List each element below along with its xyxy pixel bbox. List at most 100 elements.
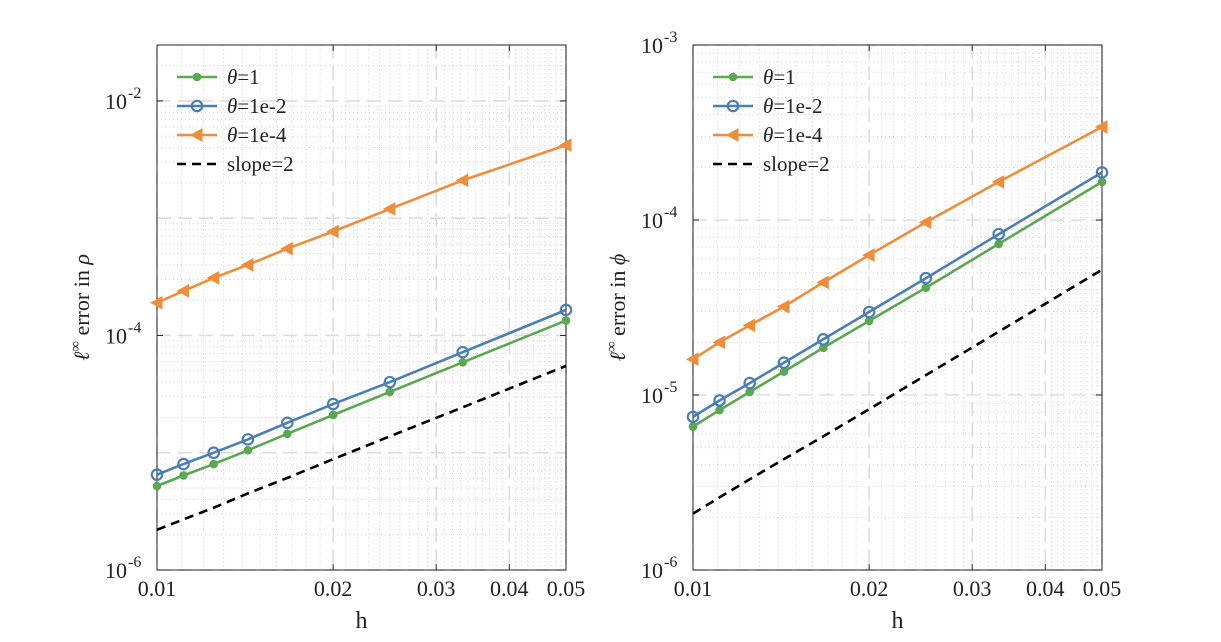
data-point: [207, 446, 221, 460]
data-point: [385, 387, 395, 397]
x-tick-label: 0.04: [1026, 576, 1065, 601]
y-axis-label-var: ρ: [69, 254, 94, 266]
legend-text: =1e-2: [773, 94, 822, 118]
data-point: [456, 345, 470, 359]
legend-var: θ: [227, 65, 237, 89]
y-tick-exponent: -5: [664, 379, 677, 396]
data-point: [326, 224, 339, 239]
data-point: [1095, 166, 1109, 179]
data-point: [992, 227, 1006, 241]
data-point: [328, 410, 338, 420]
data-point: [209, 459, 219, 469]
y-tick-label: 10: [641, 558, 663, 583]
legend-label: θ=1: [227, 65, 260, 89]
data-point: [742, 318, 756, 333]
legend-label: θ=1: [763, 65, 796, 89]
legend-label: θ=1e-2: [227, 94, 287, 118]
legend-label: slope=2: [763, 152, 830, 176]
y-axis-label: ℓ∞ error in ρ: [68, 254, 94, 361]
data-point: [918, 215, 932, 230]
data-point: [862, 248, 875, 262]
data-point: [280, 241, 293, 256]
data-point: [383, 375, 397, 389]
data-point: [149, 295, 163, 310]
data-point: [206, 271, 220, 285]
data-point: [817, 333, 830, 346]
y-tick-label: 10: [105, 89, 127, 114]
plot-frame: [156, 44, 567, 571]
legend-var: θ: [763, 123, 773, 147]
data-point: [994, 239, 1004, 249]
data-point: [559, 303, 573, 317]
data-point: [176, 284, 190, 298]
legend-item: θ=1e-2: [177, 94, 287, 118]
legend-label: slope=2: [227, 152, 294, 176]
data-point: [150, 468, 164, 481]
legend-item: θ=1e-4: [713, 123, 823, 147]
data-point: [192, 72, 202, 82]
data-point: [1094, 120, 1108, 134]
data-point: [179, 471, 188, 480]
data-point: [685, 352, 699, 367]
series-slope: [692, 268, 1103, 515]
data-point: [281, 416, 294, 430]
data-point: [743, 376, 757, 390]
y-tick-exponent: -4: [664, 204, 677, 221]
data-point: [189, 128, 203, 142]
y-tick-label: 10: [105, 558, 127, 583]
data-point: [458, 358, 468, 367]
y-tick-label: 10: [641, 383, 663, 408]
series-line: [692, 268, 1103, 515]
data-point: [862, 305, 876, 319]
legend-item: θ=1: [177, 65, 260, 89]
legend-label: θ=1e-2: [763, 94, 823, 118]
data-point: [921, 283, 931, 293]
y-tick-label: 10: [641, 208, 663, 233]
data-point: [725, 128, 739, 142]
y-tick-exponent: -3: [664, 29, 677, 46]
data-point: [561, 316, 571, 325]
legend-var: θ: [227, 123, 237, 147]
data-point: [241, 433, 255, 446]
x-tick-label: 0.02: [314, 576, 353, 601]
y-tick-label: 10: [105, 323, 127, 348]
legend-text: =1e-4: [237, 123, 287, 147]
data-point: [382, 202, 396, 216]
data-point: [190, 99, 204, 113]
data-point: [326, 397, 340, 411]
data-point: [558, 138, 572, 152]
legend-var: θ: [227, 94, 237, 118]
data-point: [686, 410, 700, 424]
data-point: [688, 422, 698, 431]
x-tick-label: 0.05: [547, 576, 586, 601]
legend-label: θ=1e-4: [227, 123, 287, 147]
series-theta_1e_4: [685, 120, 1108, 367]
legend-item: θ=1e-4: [177, 123, 287, 147]
series-line: [692, 180, 1103, 428]
y-tick-label: 10: [641, 33, 663, 58]
y-axis-label-text: error in: [69, 265, 94, 341]
data-point: [177, 457, 190, 471]
x-axis-label: h: [892, 608, 904, 634]
plot-frame: [692, 44, 1103, 571]
legend-item: θ=1e-2: [713, 94, 823, 118]
x-tick-label: 0.05: [1083, 576, 1122, 601]
legend-text: =1: [237, 65, 259, 89]
legend-var: θ: [763, 65, 773, 89]
series-theta_1e_2: [150, 303, 573, 481]
x-tick-label: 0.04: [490, 576, 529, 601]
tick-marks: [692, 44, 1103, 571]
data-point: [919, 271, 933, 285]
x-tick-label: 0.01: [674, 576, 713, 601]
y-axis-label-sup: ∞: [68, 341, 84, 352]
data-point: [152, 481, 162, 491]
legend-var: θ: [763, 94, 773, 118]
data-point: [777, 356, 791, 369]
y-axis-label-sup: ∞: [604, 341, 620, 352]
series-line: [692, 171, 1103, 419]
data-point: [728, 72, 738, 82]
